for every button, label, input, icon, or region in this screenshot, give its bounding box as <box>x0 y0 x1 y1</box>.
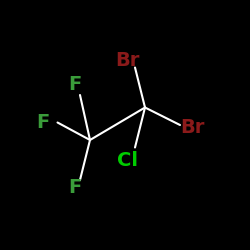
Text: F: F <box>68 76 82 94</box>
Text: Br: Br <box>115 50 140 70</box>
Text: F: F <box>36 113 49 132</box>
Text: Br: Br <box>180 118 205 137</box>
Text: Cl: Cl <box>117 150 138 170</box>
Text: F: F <box>68 178 82 197</box>
